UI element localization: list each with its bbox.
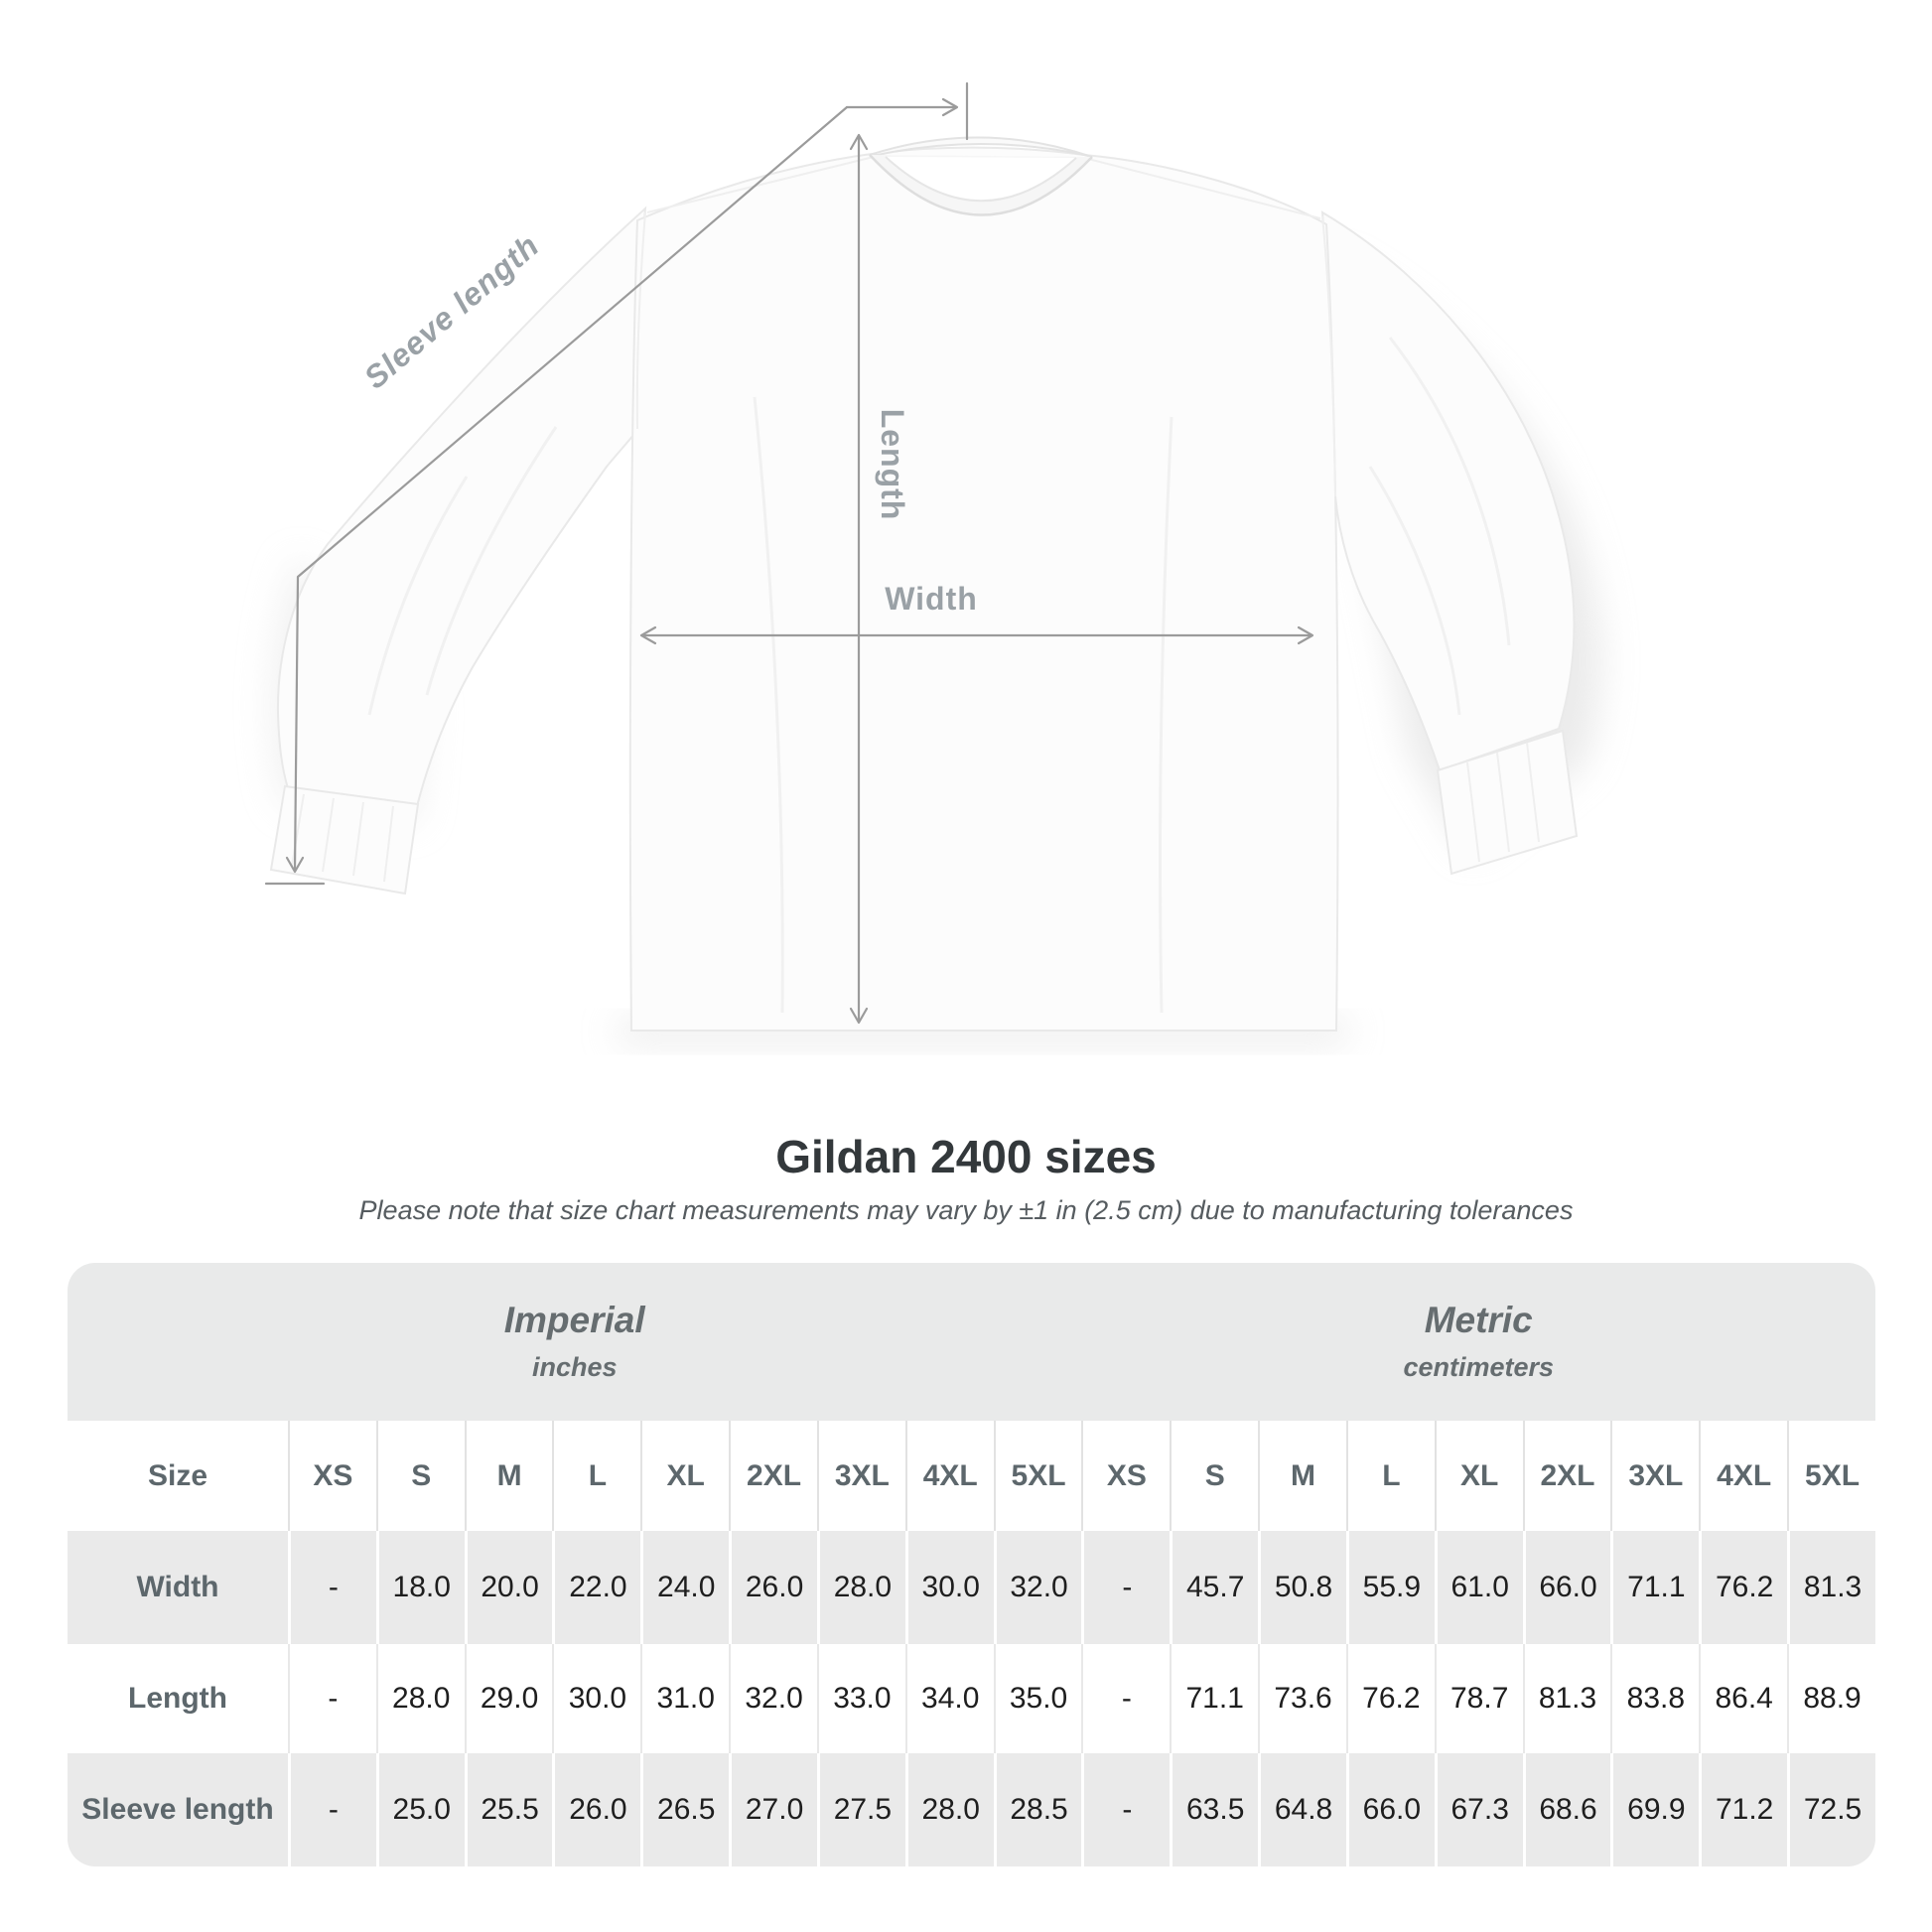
measurement-value: 63.5 xyxy=(1170,1753,1259,1866)
measurement-value: 71.2 xyxy=(1699,1753,1788,1866)
length-arrow: Length xyxy=(849,133,910,1025)
width-arrow: Width xyxy=(639,581,1314,645)
shirt-diagram: Sleeve length Length Width xyxy=(264,81,1602,1044)
size-header-metric-s: S xyxy=(1170,1421,1259,1531)
size-table: Imperial inches Metric centimeters Size XS S M L… xyxy=(68,1263,1875,1866)
measurement-value: 71.1 xyxy=(1170,1644,1259,1753)
size-header-metric-3xl: 3XL xyxy=(1610,1421,1700,1531)
unit-group-metric: Metric centimeters xyxy=(1081,1263,1875,1421)
tolerance-note: Please note that size chart measurements… xyxy=(358,1195,1574,1225)
size-column-header: Size xyxy=(68,1421,288,1531)
size-header-imperial-l: L xyxy=(552,1421,641,1531)
size-header-imperial-3xl: 3XL xyxy=(816,1421,905,1531)
measurement-value: 88.9 xyxy=(1787,1644,1875,1753)
unit-group-row: Imperial inches Metric centimeters xyxy=(68,1263,1875,1421)
measurement-value: 26.0 xyxy=(729,1531,817,1644)
measurement-value: 45.7 xyxy=(1170,1531,1259,1644)
measurement-value: 86.4 xyxy=(1699,1644,1788,1753)
unit-group-imperial: Imperial inches xyxy=(68,1263,1082,1421)
row-label: Length xyxy=(68,1644,288,1753)
measurement-value: 27.0 xyxy=(729,1753,817,1866)
size-header-imperial-xl: XL xyxy=(640,1421,730,1531)
row-label: Width xyxy=(68,1531,288,1644)
size-header-imperial-5xl: 5XL xyxy=(993,1421,1082,1531)
unit-group-subtitle: inches xyxy=(531,1352,618,1383)
measurement-value: 76.2 xyxy=(1345,1644,1435,1753)
measurement-value: 50.8 xyxy=(1258,1531,1346,1644)
measurement-value: 31.0 xyxy=(640,1644,730,1753)
measurement-value: 18.0 xyxy=(375,1531,465,1644)
measurement-value: 29.0 xyxy=(464,1644,553,1753)
measurement-value: - xyxy=(288,1644,376,1753)
measurement-value: 73.6 xyxy=(1258,1644,1346,1753)
measurement-value: 81.3 xyxy=(1787,1531,1875,1644)
measurement-value: 32.0 xyxy=(993,1531,1082,1644)
size-header-metric-5xl: 5XL xyxy=(1787,1421,1875,1531)
measurement-value: - xyxy=(288,1531,376,1644)
size-header-metric-2xl: 2XL xyxy=(1522,1421,1611,1531)
measurement-value: 34.0 xyxy=(904,1644,994,1753)
measurement-value: 69.9 xyxy=(1610,1753,1700,1866)
size-table-container: Imperial inches Metric centimeters Size XS S M L… xyxy=(68,1263,1875,1866)
measurement-value: 67.3 xyxy=(1434,1753,1523,1866)
measurement-value: 28.0 xyxy=(816,1531,905,1644)
size-header-metric-xs: XS xyxy=(1081,1421,1171,1531)
measurement-value: 25.5 xyxy=(464,1753,553,1866)
size-header-metric-4xl: 4XL xyxy=(1699,1421,1788,1531)
measurement-value: 27.5 xyxy=(816,1753,905,1866)
size-header-metric-m: M xyxy=(1258,1421,1346,1531)
size-header-imperial-xs: XS xyxy=(288,1421,376,1531)
measurement-row-sleeve-length: Sleeve length -25.0 25.5 26.0 26.5 27.0 27.5 28… xyxy=(68,1753,1875,1866)
measurement-value: 22.0 xyxy=(552,1531,641,1644)
size-header-imperial-4xl: 4XL xyxy=(904,1421,994,1531)
measurement-value: 78.7 xyxy=(1434,1644,1523,1753)
unit-group-title: Metric xyxy=(1424,1299,1533,1340)
measurement-value: 25.0 xyxy=(375,1753,465,1866)
size-header-row: Size XS S M L XL 2XL 3XL 4XL 5XL XS S M L XL 2XL 3XL 4XL 5… xyxy=(68,1421,1875,1531)
measurement-value: 24.0 xyxy=(640,1531,730,1644)
page-title: Gildan 2400 sizes xyxy=(775,1131,1157,1182)
measurement-value: 28.0 xyxy=(375,1644,465,1753)
unit-group-title: Imperial xyxy=(503,1299,645,1340)
measurement-value: 76.2 xyxy=(1699,1531,1788,1644)
size-header-metric-xl: XL xyxy=(1434,1421,1523,1531)
length-label: Length xyxy=(875,409,910,521)
measurement-value: 55.9 xyxy=(1345,1531,1435,1644)
measurement-value: 35.0 xyxy=(993,1644,1082,1753)
measurement-value: 33.0 xyxy=(816,1644,905,1753)
shirt-body xyxy=(628,136,1339,1032)
measurement-value: - xyxy=(1081,1753,1171,1866)
width-label: Width xyxy=(885,581,978,617)
size-header-metric-l: L xyxy=(1345,1421,1435,1531)
measurement-row-length: Length -28.0 29.0 30.0 31.0 32.0 33.0 34.0 35.0-… xyxy=(68,1644,1875,1753)
measurement-value: 66.0 xyxy=(1345,1753,1435,1866)
measurement-value: 81.3 xyxy=(1522,1644,1611,1753)
measurement-value: 32.0 xyxy=(729,1644,817,1753)
size-header-imperial-m: M xyxy=(464,1421,553,1531)
measurement-value: 26.5 xyxy=(640,1753,730,1866)
shirt-right-sleeve xyxy=(1320,210,1579,876)
measurement-value: 71.1 xyxy=(1610,1531,1700,1644)
measurement-value: 61.0 xyxy=(1434,1531,1523,1644)
measurement-value: 26.0 xyxy=(552,1753,641,1866)
unit-group-subtitle: centimeters xyxy=(1403,1352,1555,1383)
measurement-row-width: Width -18.0 20.0 22.0 24.0 26.0 28.0 30.0 32.0-4… xyxy=(68,1531,1875,1644)
measurement-value: 66.0 xyxy=(1522,1531,1611,1644)
measurement-value: 64.8 xyxy=(1258,1753,1346,1866)
measurement-value: 30.0 xyxy=(904,1531,994,1644)
measurement-value: - xyxy=(1081,1644,1171,1753)
measurement-value: 28.5 xyxy=(993,1753,1082,1866)
measurement-value: 83.8 xyxy=(1610,1644,1700,1753)
measurement-value: 68.6 xyxy=(1522,1753,1611,1866)
measurement-value: 20.0 xyxy=(464,1531,553,1644)
measurement-value: - xyxy=(1081,1531,1171,1644)
size-header-imperial-s: S xyxy=(375,1421,465,1531)
measurement-value: 28.0 xyxy=(904,1753,994,1866)
size-header-imperial-2xl: 2XL xyxy=(729,1421,817,1531)
row-label: Sleeve length xyxy=(68,1753,288,1866)
measurement-value: 30.0 xyxy=(552,1644,641,1753)
measurement-value: - xyxy=(288,1753,376,1866)
measurement-value: 72.5 xyxy=(1787,1753,1875,1866)
